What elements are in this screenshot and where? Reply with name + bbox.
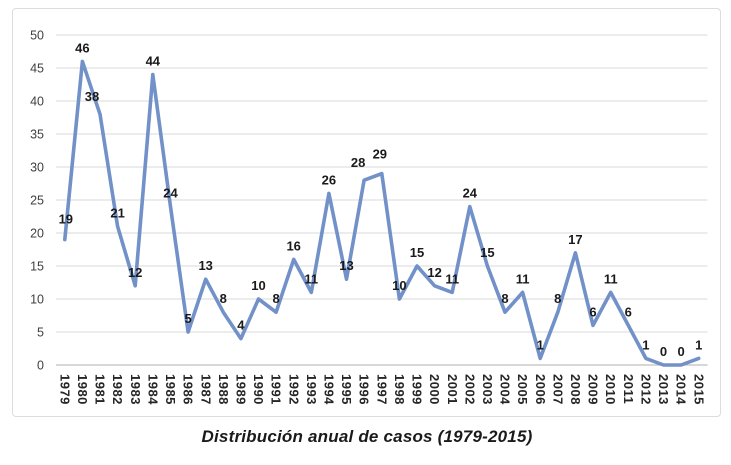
x-axis-tick-label: 2008 [568,374,583,405]
data-point-label: 8 [554,291,561,306]
data-point-label: 29 [373,147,387,162]
x-axis-tick-label: 1987 [198,374,213,405]
y-axis-tick-label: 50 [30,29,44,43]
x-axis-tick-label: 2002 [462,374,477,405]
x-axis-tick-label: 1996 [357,374,372,405]
data-point-label: 26 [322,172,336,187]
data-point-label: 13 [198,258,212,273]
data-point-label: 44 [146,54,161,69]
data-point-label: 8 [272,291,279,306]
x-axis-tick-label: 2005 [515,374,530,405]
data-point-label: 11 [445,271,459,286]
x-axis-tick-label: 1982 [110,374,125,405]
data-point-label: 1 [537,337,544,352]
data-point-label: 12 [427,265,441,280]
data-point-label: 13 [339,258,353,273]
x-axis-tick-label: 2003 [480,374,495,405]
x-axis-tick-label: 2000 [427,374,442,405]
data-point-label: 21 [110,205,124,220]
data-point-label: 17 [568,232,582,247]
y-axis-tick-label: 45 [30,62,44,76]
x-axis-tick-label: 1999 [410,374,425,405]
x-axis-tick-label: 2013 [656,374,671,405]
data-point-label: 6 [625,304,632,319]
x-axis-tick-label: 1984 [145,374,160,405]
data-point-label: 8 [220,291,227,306]
x-axis-tick-label: 1979 [57,374,72,405]
data-point-label: 38 [85,89,99,104]
y-axis-tick-label: 10 [30,293,44,307]
x-axis-tick-label: 2009 [586,374,601,405]
chart-title: Distribución anual de casos (1979-2015) [201,427,533,446]
data-point-label: 1 [695,337,702,352]
x-axis-tick-label: 2014 [674,374,689,405]
x-axis-tick-label: 2012 [638,374,653,405]
data-point-label: 15 [410,245,424,260]
data-point-label: 0 [677,344,684,359]
data-point-label: 15 [480,245,494,260]
y-axis-tick-label: 35 [30,128,44,142]
x-axis-tick-label: 1981 [93,374,108,405]
data-point-label: 10 [251,278,265,293]
data-point-label: 24 [163,186,178,201]
data-point-label: 1 [642,337,649,352]
x-axis-tick-label: 2004 [498,374,513,405]
x-axis-tick-label: 2007 [550,374,565,405]
series-line [63,59,701,367]
y-axis-tick-label: 30 [30,161,44,175]
data-point-label: 16 [286,238,300,253]
x-axis-tick-label: 1988 [216,374,231,405]
data-point-label: 19 [59,212,73,227]
x-axis-tick-label: 1985 [163,374,178,405]
x-axis-tick-label: 2001 [445,374,460,405]
data-point-label: 5 [184,311,191,326]
x-axis-tick-label: 2015 [691,374,706,405]
chart-plot-frame [12,8,721,417]
x-axis-tick-label: 1986 [181,374,196,405]
data-point-label: 4 [237,318,245,333]
y-axis-tick-label: 0 [37,359,44,373]
x-axis-tick-label: 1980 [75,374,90,405]
y-axis-tick-label: 40 [30,95,44,109]
x-axis-tick-label: 1994 [322,374,337,405]
y-axis-tick-label: 25 [30,194,44,208]
data-point-label: 24 [463,186,478,201]
x-axis-tick-label: 1997 [374,374,389,405]
x-axis-tick-label: 2006 [533,374,548,405]
data-point-label: 11 [604,271,618,286]
x-axis-tick-label: 1993 [304,374,319,405]
data-point-label: 11 [304,271,318,286]
data-point-label: 28 [351,155,365,170]
x-axis-tick-label: 1990 [251,374,266,405]
data-point-label: 46 [75,40,89,55]
x-axis-tick-label: 1983 [128,374,143,405]
x-axis-tick-label: 1992 [286,374,301,405]
data-point-label: 12 [128,265,142,280]
y-axis-tick-label: 5 [37,326,44,340]
data-point-label: 11 [516,271,530,286]
x-axis-tick-label: 1989 [233,374,248,405]
y-axis-tick-label: 20 [30,227,44,241]
x-axis-tick-label: 1998 [392,374,407,405]
x-axis-tick-label: 1995 [339,374,354,405]
data-point-label: 6 [589,304,596,319]
x-axis-tick-label: 2011 [621,374,636,404]
data-point-label: 10 [392,278,406,293]
data-point-label: 0 [660,344,667,359]
y-axis-tick-label: 15 [30,260,44,274]
x-axis-tick-label: 1991 [269,374,284,405]
x-axis-tick-label: 2010 [603,374,618,405]
data-point-label: 8 [501,291,508,306]
